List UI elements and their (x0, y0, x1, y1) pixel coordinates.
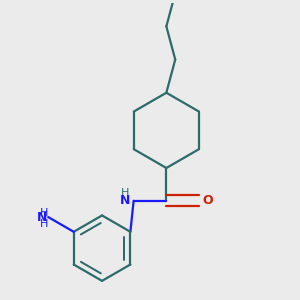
Text: O: O (202, 194, 213, 207)
Text: N: N (120, 194, 131, 207)
Text: H: H (40, 208, 49, 218)
Text: N: N (37, 211, 48, 224)
Text: H: H (121, 188, 130, 197)
Text: H: H (40, 219, 49, 229)
